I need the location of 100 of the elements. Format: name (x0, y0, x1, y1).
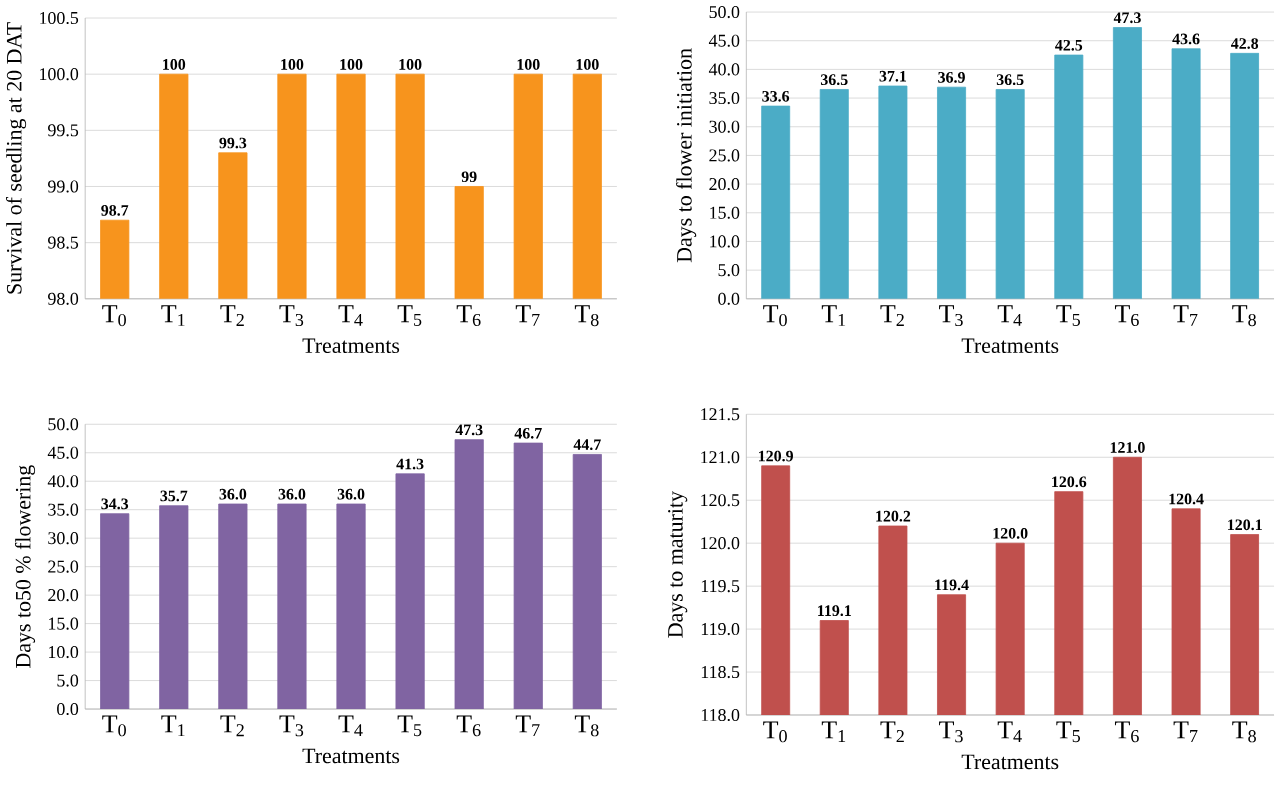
x-tick-label: T$_{3}$ (279, 305, 304, 327)
y-tick-label: 20.0 (48, 589, 79, 602)
y-tick-label: 5.0 (57, 674, 79, 687)
y-tick-label: 121.5 (701, 408, 740, 421)
y-tick-label: 15.0 (710, 206, 740, 220)
data-label: 46.7 (514, 428, 542, 439)
x-tick-label: T$_{2}$ (220, 305, 244, 327)
data-label: 100 (576, 59, 599, 70)
x-tick-label: T$_{5}$ (397, 305, 422, 327)
x-tick-label: T$_{4}$ (338, 715, 363, 737)
y-tick-label: 25.0 (48, 560, 79, 573)
data-label: 100 (281, 59, 304, 70)
data-label: 98.7 (101, 205, 129, 216)
data-label: 36.0 (278, 488, 306, 500)
y-tick-label: 20.0 (709, 178, 740, 191)
data-label: 120.1 (1228, 519, 1262, 531)
x-tick-label: T$_{1}$ (821, 305, 846, 327)
y-tick-label: 10.0 (710, 235, 740, 248)
data-label: 36.5 (996, 74, 1024, 86)
x-tick-label: T$_{0}$ (763, 305, 787, 327)
x-tick-label: T$_{5}$ (1056, 305, 1081, 327)
y-axis-title: Days to50 % flowering (14, 465, 36, 669)
x-axis-title: Treatments (961, 754, 1059, 770)
y-tick-label: 35.0 (709, 92, 740, 105)
y-tick-label: 120.0 (701, 537, 740, 550)
y-tick-label: 100.0 (40, 68, 79, 81)
x-tick-label: T$_{3}$ (939, 305, 963, 327)
x-tick-label: T$_{0}$ (102, 715, 126, 737)
x-tick-label: T$_{0}$ (763, 721, 787, 743)
x-tick-label: T$_{8}$ (574, 715, 599, 737)
y-tick-label: 119.0 (701, 623, 740, 636)
x-tick-label: T$_{1}$ (161, 715, 185, 737)
x-tick-label: T$_{7}$ (515, 305, 540, 326)
x-tick-label: T$_{2}$ (220, 715, 244, 737)
data-label: 120.4 (1169, 493, 1204, 505)
x-axis-title: Treatments (302, 748, 400, 764)
y-tick-label: 5.0 (718, 264, 740, 277)
data-label: 100 (340, 59, 363, 70)
y-axis-title: Days to flower initiation (676, 48, 697, 263)
data-label: 120.2 (876, 510, 911, 522)
data-label: 119.4 (935, 579, 969, 591)
data-label: 99.3 (219, 137, 247, 149)
y-tick-label: 50.0 (709, 6, 740, 19)
x-tick-label: T$_{2}$ (880, 305, 904, 327)
data-label: 42.8 (1230, 38, 1259, 50)
y-tick-label: 100.5 (40, 12, 79, 25)
y-tick-label: 25.0 (709, 149, 740, 162)
y-tick-label: 40.0 (708, 63, 740, 76)
y-tick-label: 119.5 (701, 580, 740, 593)
data-label: 100 (163, 59, 186, 70)
y-tick-label: 35.0 (48, 503, 79, 516)
data-label: 120.0 (993, 528, 1028, 539)
data-label: 35.7 (160, 490, 188, 502)
data-label: 99 (461, 171, 477, 183)
x-tick-label: T$_{4}$ (997, 721, 1022, 743)
x-tick-label: T$_{4}$ (997, 305, 1022, 326)
y-tick-label: 40.0 (47, 475, 79, 488)
y-tick-label: 120.5 (701, 494, 740, 507)
data-label: 120.9 (759, 450, 793, 462)
x-tick-label: T$_{2}$ (880, 721, 904, 743)
x-tick-label: T$_{4}$ (338, 305, 363, 326)
x-tick-label: T$_{6}$ (456, 715, 481, 737)
data-label: 43.6 (1172, 33, 1200, 45)
data-label: 36.0 (337, 488, 365, 500)
x-tick-label: T$_{7}$ (515, 715, 540, 737)
x-tick-label: T$_{5}$ (1056, 721, 1081, 743)
data-label: 47.3 (455, 424, 483, 436)
y-tick-label: 0.0 (718, 292, 740, 306)
y-tick-label: 118.0 (701, 709, 740, 722)
x-axis-title: Treatments (961, 338, 1059, 354)
x-tick-label: T$_{7}$ (1173, 305, 1198, 326)
data-label: 33.6 (762, 91, 790, 102)
y-axis-title: Survival of seedling at 20 DAT (5, 22, 27, 294)
x-tick-label: T$_{6}$ (1114, 721, 1139, 743)
data-label: 100 (517, 59, 540, 70)
x-tick-label: T$_{3}$ (279, 715, 304, 737)
x-tick-label: T$_{3}$ (939, 721, 963, 743)
x-tick-label: T$_{7}$ (1173, 721, 1198, 743)
data-label: 41.3 (396, 458, 424, 470)
x-tick-label: T$_{8}$ (1232, 721, 1256, 743)
y-tick-label: 118.5 (701, 666, 740, 679)
y-tick-label: 0.0 (57, 703, 79, 716)
data-label: 44.7 (573, 439, 601, 451)
data-label: 119.1 (818, 605, 851, 617)
y-tick-label: 121.0 (701, 451, 740, 464)
x-tick-label: T$_{8}$ (1232, 305, 1256, 327)
y-axis-title: Days to maturity (668, 491, 688, 638)
y-tick-label: 15.0 (49, 617, 79, 630)
x-axis-title: Treatments (302, 338, 400, 354)
data-label: 36.0 (219, 488, 247, 500)
y-tick-label: 98.0 (48, 292, 79, 306)
y-tick-label: 30.0 (709, 120, 740, 133)
y-tick-label: 99.5 (48, 124, 79, 137)
data-label: 36.5 (820, 74, 848, 86)
y-tick-label: 10.0 (49, 646, 79, 659)
x-tick-label: T$_{8}$ (574, 305, 599, 327)
y-tick-label: 50.0 (48, 418, 79, 431)
y-tick-label: 45.0 (47, 446, 79, 459)
x-tick-label: T$_{1}$ (161, 305, 185, 327)
y-tick-label: 30.0 (48, 532, 79, 545)
